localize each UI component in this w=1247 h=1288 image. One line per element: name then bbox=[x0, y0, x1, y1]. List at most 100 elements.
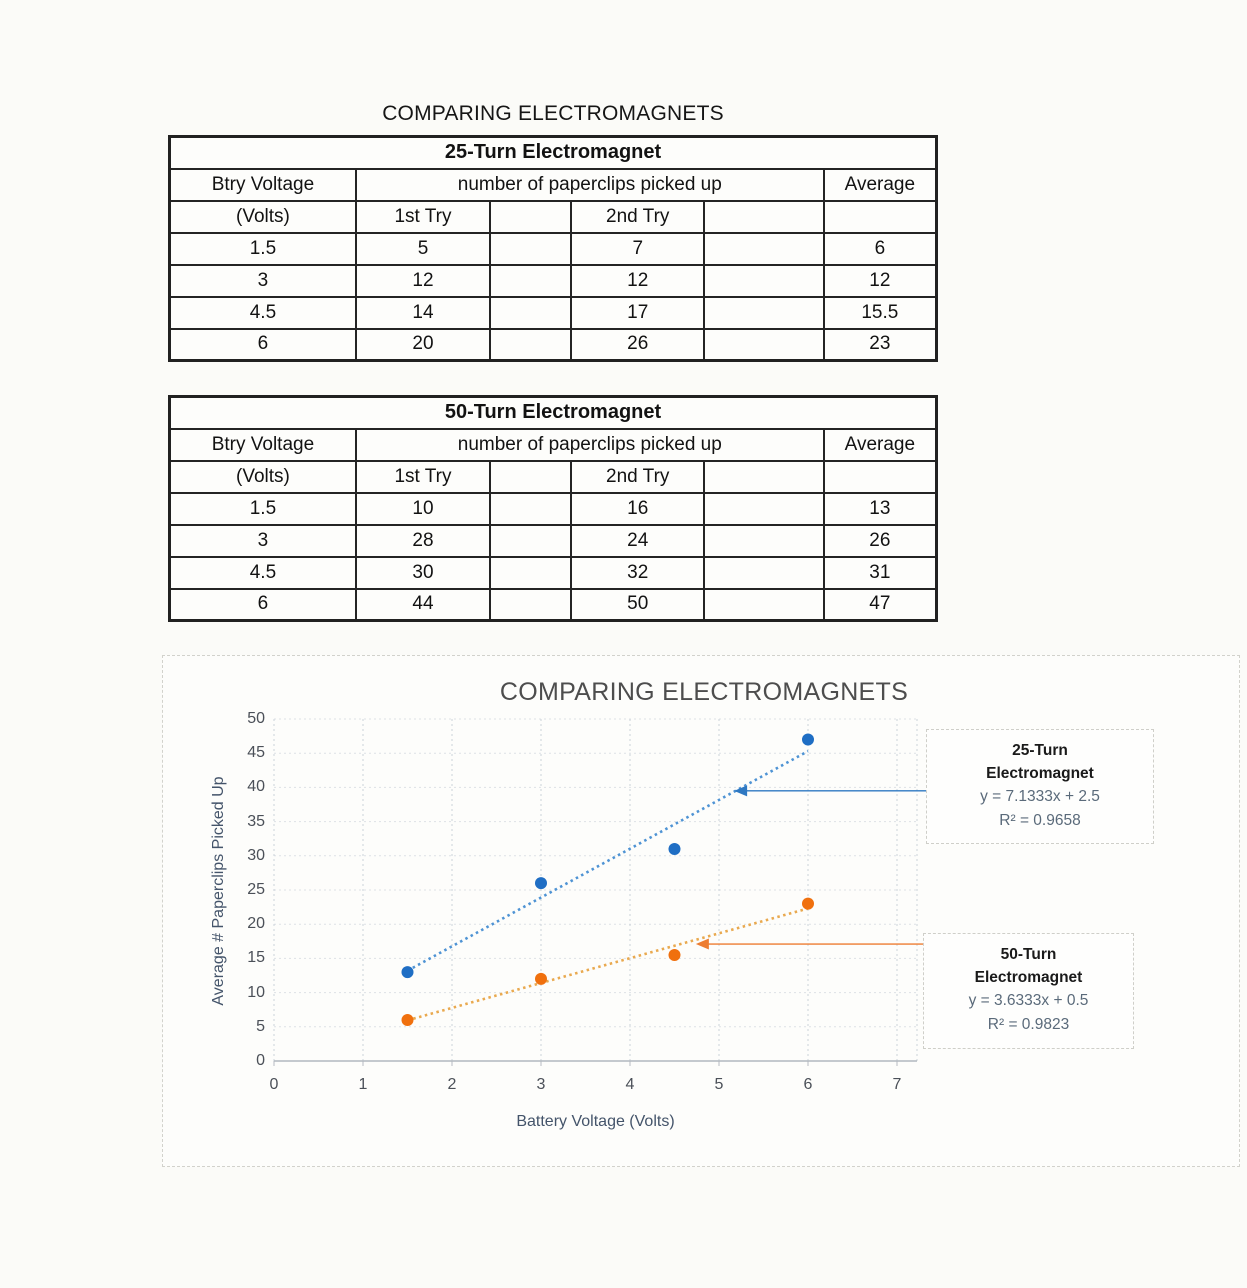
table-cell bbox=[489, 587, 573, 622]
legend-series-name: Electromagnet bbox=[986, 765, 1094, 782]
subheader-try2: 2nd Try bbox=[570, 199, 706, 234]
legend-series-name: 25-Turn bbox=[1012, 742, 1068, 759]
table-cell: 6 bbox=[168, 327, 357, 362]
x-tick-label: 3 bbox=[536, 1076, 546, 1093]
y-tick-label: 20 bbox=[247, 915, 265, 933]
x-tick-label: 5 bbox=[714, 1076, 724, 1093]
table-cell: 4.5 bbox=[168, 555, 357, 590]
chart-canvas bbox=[273, 718, 926, 1066]
table-cell bbox=[703, 263, 825, 298]
x-tick-label: 6 bbox=[803, 1076, 813, 1093]
legend-box-25-turn: 25-Turn Electromagnet y = 7.1333x + 2.5 … bbox=[926, 729, 1154, 844]
arrow-head bbox=[695, 938, 709, 950]
table-cell bbox=[703, 523, 825, 558]
table-cell bbox=[489, 199, 573, 234]
data-point-blue bbox=[535, 877, 547, 890]
column-header-average: Average bbox=[822, 167, 938, 202]
table-cell bbox=[822, 199, 938, 234]
table-row: Btry Voltage number of paperclips picked… bbox=[168, 427, 938, 462]
table-cell: 3 bbox=[168, 523, 357, 558]
table-row: (Volts) 1st Try 2nd Try bbox=[168, 199, 938, 234]
table-50-turn: 50-Turn Electromagnet Btry Voltage numbe… bbox=[168, 395, 938, 622]
table-cell: 15.5 bbox=[822, 295, 938, 330]
table-cell bbox=[703, 199, 825, 234]
table-cell: 23 bbox=[822, 327, 938, 362]
y-tick-label: 0 bbox=[256, 1052, 265, 1069]
data-point-blue bbox=[401, 966, 414, 979]
table-cell: 7 bbox=[570, 231, 706, 266]
data-point-orange bbox=[535, 972, 547, 985]
table-cell: 20 bbox=[354, 327, 492, 362]
table-title: 50-Turn Electromagnet bbox=[168, 395, 938, 430]
table-cell bbox=[703, 459, 825, 494]
column-header-voltage: Btry Voltage bbox=[168, 167, 357, 202]
table-cell: 16 bbox=[570, 491, 706, 526]
legend-series-name: 50-Turn bbox=[1000, 946, 1057, 963]
trendline-equation: y = 7.1333x + 2.5 bbox=[980, 788, 1100, 805]
table-cell bbox=[703, 327, 825, 362]
y-tick-label: 5 bbox=[256, 1017, 265, 1035]
table-cell: 6 bbox=[822, 231, 938, 266]
subheader-try1: 1st Try bbox=[354, 199, 492, 234]
table-title: 25-Turn Electromagnet bbox=[168, 135, 938, 170]
subheader-volts: (Volts) bbox=[168, 199, 357, 234]
data-point-orange bbox=[802, 897, 814, 910]
x-tick-label: 4 bbox=[625, 1076, 635, 1093]
y-tick-label: 30 bbox=[247, 846, 265, 864]
data-point-blue bbox=[668, 842, 681, 855]
table-cell: 1.5 bbox=[168, 231, 357, 266]
table-row: 1.5 10 16 13 bbox=[168, 491, 938, 526]
table-cell: 17 bbox=[570, 295, 706, 330]
table-cell: 12 bbox=[570, 263, 706, 298]
table-row: 4.5 14 17 15.5 bbox=[168, 295, 938, 330]
table-cell: 30 bbox=[354, 555, 492, 590]
table-row: 3 12 12 12 bbox=[168, 263, 938, 298]
table-cell: 12 bbox=[822, 263, 938, 298]
table-row: 25-Turn Electromagnet bbox=[168, 135, 938, 170]
table-cell: 13 bbox=[822, 491, 938, 526]
table-row: Btry Voltage number of paperclips picked… bbox=[168, 167, 938, 202]
page-title: COMPARING ELECTROMAGNETS bbox=[382, 102, 724, 125]
table-25-turn: 25-Turn Electromagnet Btry Voltage numbe… bbox=[168, 135, 938, 362]
table-cell bbox=[489, 459, 573, 494]
y-tick-label: 15 bbox=[247, 949, 265, 967]
table-cell: 10 bbox=[354, 491, 492, 526]
r-squared-value: R² = 0.9658 bbox=[999, 812, 1081, 829]
column-header-voltage: Btry Voltage bbox=[168, 427, 357, 462]
table-cell: 6 bbox=[168, 587, 357, 622]
table-cell bbox=[703, 491, 825, 526]
legend-box-50-turn: 50-Turn Electromagnet y = 3.6333x + 0.5 … bbox=[923, 933, 1134, 1049]
table-cell bbox=[489, 327, 573, 362]
x-tick-label: 0 bbox=[269, 1076, 279, 1093]
table-cell: 12 bbox=[354, 263, 492, 298]
table-cell: 5 bbox=[354, 231, 492, 266]
subheader-try2: 2nd Try bbox=[570, 459, 706, 494]
table-cell: 26 bbox=[570, 327, 706, 362]
table-row: 1.5 5 7 6 bbox=[168, 231, 938, 266]
table-cell bbox=[489, 555, 573, 590]
table-row: 50-Turn Electromagnet bbox=[168, 395, 938, 430]
x-tick-label: 1 bbox=[358, 1076, 368, 1093]
r-squared-value: R² = 0.9823 bbox=[987, 1016, 1070, 1033]
table-cell: 31 bbox=[822, 555, 938, 590]
table-cell bbox=[489, 491, 573, 526]
table-cell: 28 bbox=[354, 523, 492, 558]
table-cell: 44 bbox=[354, 587, 492, 622]
table-cell bbox=[703, 587, 825, 622]
trendline-blue bbox=[406, 750, 809, 972]
y-tick-label: 45 bbox=[247, 744, 265, 762]
table-cell: 47 bbox=[822, 587, 938, 622]
table-cell: 26 bbox=[822, 523, 938, 558]
data-point-orange bbox=[401, 1013, 414, 1026]
y-tick-label: 50 bbox=[247, 710, 265, 727]
table-cell bbox=[703, 231, 825, 266]
chart-area: COMPARING ELECTROMAGNETS Average # Paper… bbox=[162, 655, 1240, 1167]
table-cell bbox=[489, 263, 573, 298]
column-header-average: Average bbox=[822, 427, 938, 462]
table-cell bbox=[703, 555, 825, 590]
subheader-volts: (Volts) bbox=[168, 459, 357, 494]
table-cell: 3 bbox=[168, 263, 357, 298]
data-point-blue bbox=[802, 733, 814, 746]
table-cell: 14 bbox=[354, 295, 492, 330]
x-tick-label: 7 bbox=[892, 1076, 902, 1093]
